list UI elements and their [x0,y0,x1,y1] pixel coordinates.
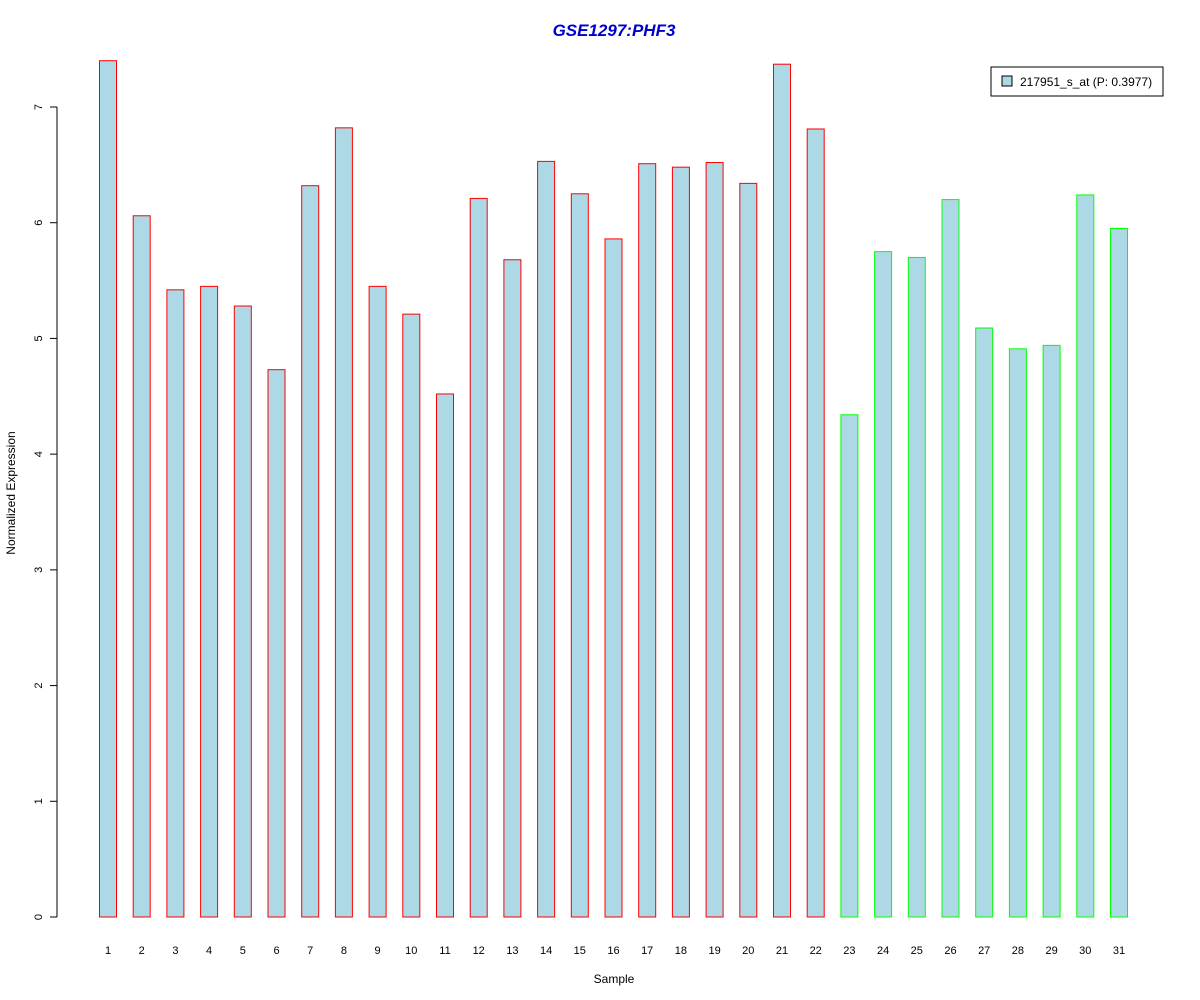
legend: 217951_s_at (P: 0.3977) [990,66,1164,97]
bar-sample-12 [469,197,488,918]
x-tick-label: 21 [776,945,788,957]
bar-sample-10 [402,313,421,918]
bar-sample-31 [1110,228,1128,918]
bar-sample-19 [705,162,724,918]
x-axis: 1 2 3 4 5 6 7 8 9 10 11 12 13 14 15 16 17 18 19 20 21 22 23 24 2… [105,945,1125,957]
y-tick-label: 7 [33,104,45,110]
x-tick-label: 9 [375,945,381,957]
bar-sample-6 [267,369,286,918]
x-tick-label: 15 [574,945,586,957]
y-tick-label: 5 [33,335,45,341]
bar-sample-22 [806,128,825,918]
bar-sample-24 [874,251,893,918]
bar-sample-14 [537,160,556,918]
bar-sample-27 [975,327,994,918]
bars-group [99,60,1128,918]
x-tick-label: 8 [341,945,347,957]
bar-sample-17 [638,163,657,918]
bar-sample-15 [570,193,589,918]
legend-label: 217951_s_at (P: 0.3977) [1020,75,1152,89]
bar-sample-13 [503,259,522,918]
x-tick-label: 7 [307,945,313,957]
bar-sample-18 [671,166,690,918]
y-tick-label: 1 [33,798,45,804]
y-axis-label: Normalized Expression [4,431,18,554]
bar-sample-8 [334,127,353,918]
bar-sample-5 [233,305,252,918]
x-tick-label: 17 [641,945,653,957]
x-tick-label: 27 [978,945,990,957]
x-tick-label: 10 [405,945,417,957]
bar-sample-21 [773,63,791,918]
x-tick-label: 1 [105,945,111,957]
x-tick-label: 6 [273,945,279,957]
x-tick-label: 25 [911,945,923,957]
bar-sample-30 [1076,194,1095,918]
x-tick-label: 18 [675,945,687,957]
x-tick-label: 16 [607,945,619,957]
x-tick-label: 24 [877,945,889,957]
bar-sample-3 [166,289,185,918]
x-tick-label: 23 [843,945,855,957]
bar-sample-23 [840,414,859,918]
x-tick-label: 3 [172,945,178,957]
y-tick-label: 4 [33,451,45,457]
x-tick-label: 19 [708,945,720,957]
x-tick-label: 14 [540,945,552,957]
bar-sample-16 [604,238,623,918]
bar-sample-1 [99,60,117,918]
x-tick-label: 20 [742,945,754,957]
y-tick-label: 2 [33,683,45,689]
y-tick-label: 6 [33,220,45,226]
legend-box [990,66,1164,97]
chart-title: GSE1297:PHF3 [553,21,676,40]
x-tick-label: 31 [1113,945,1125,957]
legend-swatch [1001,75,1013,87]
x-tick-label: 11 [439,945,450,957]
x-tick-label: 29 [1045,945,1057,957]
bar-sample-20 [739,182,758,918]
bar-sample-28 [1008,348,1027,918]
bar-sample-2 [132,215,151,918]
x-tick-label: 2 [139,945,145,957]
bar-sample-11 [436,393,454,918]
bar-sample-7 [301,185,320,918]
y-tick-label: 0 [33,914,45,920]
x-tick-label: 4 [206,945,212,957]
y-tick-label: 3 [33,567,45,573]
y-axis: 0 1 2 3 4 5 6 7 [33,104,58,920]
bar-sample-29 [1042,344,1061,918]
x-axis-label: Sample [594,972,635,986]
bar-sample-9 [368,285,387,918]
x-tick-label: 5 [240,945,246,957]
x-tick-label: 28 [1012,945,1024,957]
x-tick-label: 30 [1079,945,1091,957]
bar-sample-25 [907,256,926,918]
bar-sample-4 [200,285,219,918]
x-tick-label: 26 [944,945,956,957]
x-tick-label: 13 [506,945,518,957]
bar-sample-26 [941,199,960,918]
x-tick-label: 12 [473,945,485,957]
x-tick-label: 22 [810,945,822,957]
